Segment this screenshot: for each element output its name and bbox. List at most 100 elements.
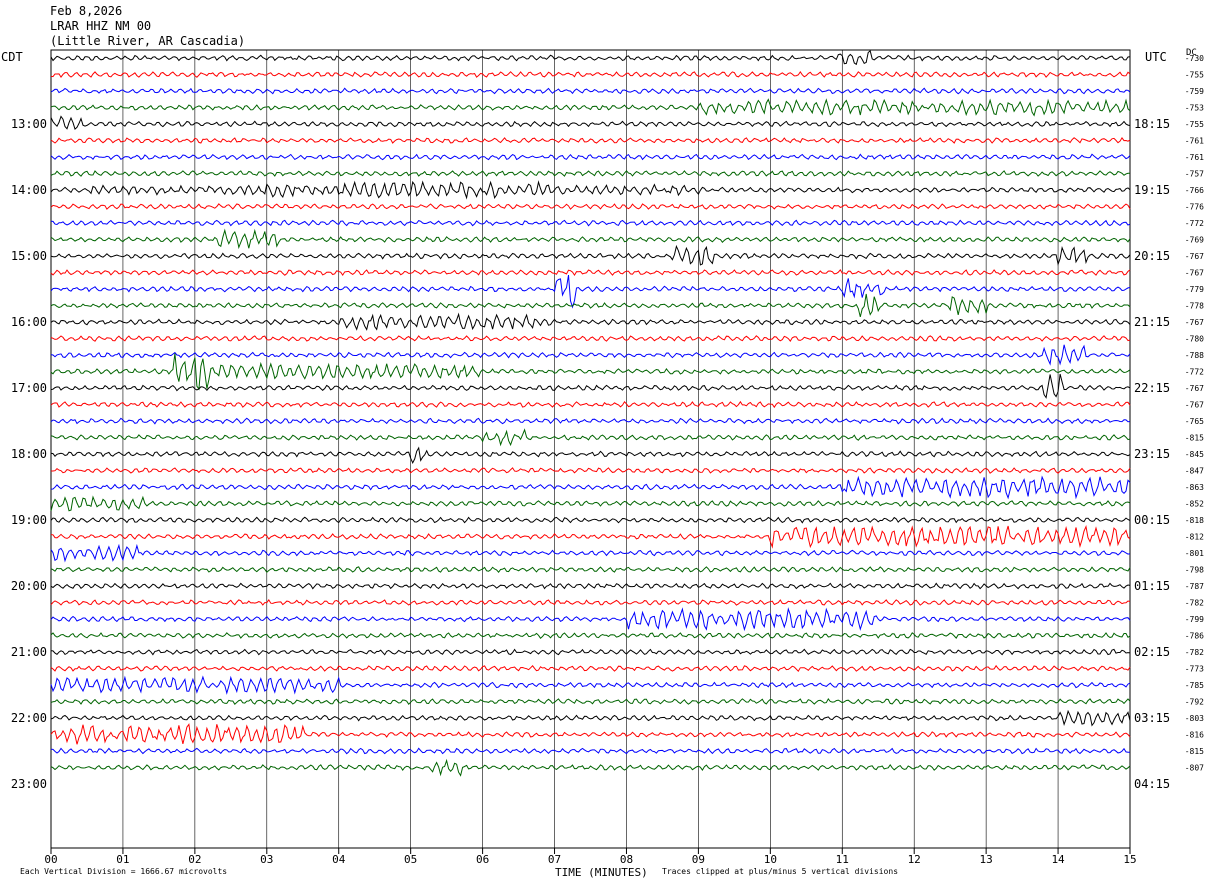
trace-38 (50, 675, 1131, 695)
x-tick-label: 08 (620, 853, 633, 866)
dc-offset-label: -815 (1185, 434, 1204, 443)
right-time-label: 22:15 (1134, 381, 1170, 395)
trace-3 (50, 98, 1131, 117)
right-time-label: 21:15 (1134, 315, 1170, 329)
left-time-label: 14:00 (11, 183, 47, 197)
dc-offset-label: -767 (1185, 384, 1204, 393)
left-time-label: 18:00 (11, 447, 47, 461)
trace-26 (50, 475, 1131, 500)
dc-offset-label: -767 (1185, 269, 1204, 278)
dc-offset-label: -787 (1185, 582, 1204, 591)
trace-37 (50, 664, 1131, 673)
trace-20 (50, 373, 1131, 399)
right-time-label: 20:15 (1134, 249, 1170, 263)
dc-offset-label: -845 (1185, 450, 1204, 459)
trace-1 (50, 71, 1131, 78)
dc-offset-label: -782 (1185, 599, 1204, 608)
trace-30 (50, 543, 1131, 563)
right-time-label: 03:15 (1134, 711, 1170, 725)
dc-offset-label: -816 (1185, 731, 1204, 740)
trace-17 (50, 335, 1131, 342)
dc-offset-label: -755 (1185, 71, 1204, 80)
dc-offset-label: -766 (1185, 186, 1204, 195)
x-tick-label: 06 (476, 853, 489, 866)
dc-offset-label: -778 (1185, 302, 1204, 311)
dc-offset-label: -759 (1185, 87, 1204, 96)
x-tick-label: 13 (980, 853, 993, 866)
dc-offset-label: -801 (1185, 549, 1204, 558)
x-tick-label: 01 (116, 853, 129, 866)
dc-offset-label: -767 (1185, 401, 1204, 410)
right-time-label: 00:15 (1134, 513, 1170, 527)
x-tick-label: 12 (908, 853, 921, 866)
trace-32 (50, 582, 1131, 590)
dc-offset-label: -765 (1185, 417, 1204, 426)
dc-offset-label: -730 (1185, 54, 1204, 63)
x-tick-label: 09 (692, 853, 705, 866)
trace-43 (50, 758, 1131, 777)
left-time-label: 17:00 (11, 381, 47, 395)
right-time-label: 23:15 (1134, 447, 1170, 461)
dc-offset-label: -799 (1185, 615, 1204, 624)
scale-note: Each Vertical Division = 1666.67 microvo… (20, 867, 228, 876)
dc-offset-label: -757 (1185, 170, 1204, 179)
left-timezone: CDT (1, 50, 23, 64)
left-time-label: 15:00 (11, 249, 47, 263)
trace-16 (50, 312, 1131, 331)
dc-offset-label: -798 (1185, 566, 1204, 575)
dc-offset-label: -761 (1185, 153, 1204, 162)
trace-28 (50, 516, 1131, 524)
dc-offset-label: -776 (1185, 203, 1204, 212)
x-tick-label: 04 (332, 853, 346, 866)
dc-offset-label: -785 (1185, 681, 1204, 690)
trace-24 (50, 446, 1131, 464)
dc-offset-label: -753 (1185, 104, 1204, 113)
trace-40 (50, 709, 1131, 727)
trace-25 (51, 467, 1131, 474)
trace-12 (50, 244, 1131, 266)
dc-offset-label: -847 (1185, 467, 1204, 476)
trace-13 (50, 269, 1131, 277)
left-time-label: 21:00 (11, 645, 47, 659)
x-tick-label: 03 (260, 853, 273, 866)
right-timezone: UTC (1145, 50, 1167, 64)
left-time-label: 13:00 (11, 117, 47, 131)
right-time-label: 04:15 (1134, 777, 1170, 791)
dc-offset-label: -863 (1185, 483, 1204, 492)
plot-date: Feb 8,2026 (50, 4, 123, 18)
dc-offset-label: -852 (1185, 500, 1204, 509)
dc-offset-label: -755 (1185, 120, 1204, 129)
trace-34 (50, 607, 1131, 632)
dc-offset-label: -803 (1185, 714, 1204, 723)
dc-offset-label: -779 (1185, 285, 1204, 294)
left-time-label: 19:00 (11, 513, 47, 527)
dc-offset-label: -769 (1185, 236, 1204, 245)
trace-5 (50, 137, 1131, 144)
trace-19 (50, 353, 1131, 391)
trace-42 (50, 747, 1130, 755)
trace-7 (50, 170, 1131, 177)
trace-8 (50, 180, 1131, 200)
dc-offset-label: -788 (1185, 351, 1204, 360)
dc-offset-label: -772 (1185, 219, 1204, 228)
x-tick-label: 00 (44, 853, 57, 866)
trace-39 (50, 697, 1131, 705)
trace-27 (50, 495, 1131, 512)
dc-offset-label: -782 (1185, 648, 1204, 657)
trace-0 (50, 50, 1131, 66)
trace-2 (50, 87, 1131, 95)
x-axis-label: TIME (MINUTES) (555, 866, 648, 879)
trace-29 (50, 525, 1131, 549)
x-tick-label: 14 (1051, 853, 1065, 866)
trace-36 (50, 648, 1131, 656)
trace-23 (50, 428, 1131, 447)
left-time-label: 22:00 (11, 711, 47, 725)
dc-offset-label: -780 (1185, 335, 1204, 344)
right-time-label: 01:15 (1134, 579, 1170, 593)
dc-offset-label: -818 (1185, 516, 1204, 525)
trace-15 (50, 293, 1131, 318)
right-time-label: 02:15 (1134, 645, 1170, 659)
right-time-label: 19:15 (1134, 183, 1170, 197)
left-time-label: 20:00 (11, 579, 47, 593)
